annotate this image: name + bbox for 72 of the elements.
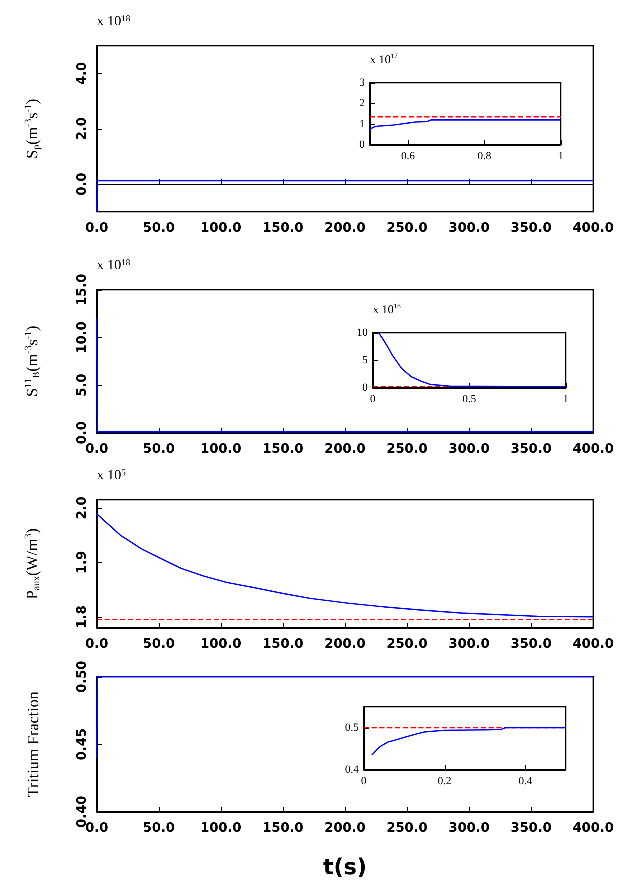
x-tick-label: 150.0	[262, 821, 304, 836]
x-tick-label: 0.5	[462, 394, 477, 406]
y-tick-label: 1	[360, 118, 365, 130]
y-tick-label: 0.45	[75, 728, 90, 761]
x-tick-label: 0.0	[85, 637, 109, 652]
y-axis-title: Sp(m-3s-1)	[24, 99, 42, 159]
y-tick-label: 10.0	[75, 322, 90, 354]
x-tick-label: 100.0	[200, 442, 242, 457]
line-series	[371, 727, 567, 756]
x-tick-label: 50.0	[143, 637, 176, 652]
x-tick-label: 100.0	[200, 821, 242, 836]
x-tick-label: 0.8	[478, 150, 492, 162]
x-tick-label: 0.2	[438, 776, 452, 788]
x-tick-label: 50.0	[143, 221, 176, 236]
y-tick-label: 0.50	[75, 660, 90, 694]
y-tick-label: 3	[360, 77, 366, 89]
x-tick-label: 350.0	[510, 442, 552, 457]
x-tick-label: 50.0	[143, 821, 176, 836]
x-tick-label: 350.0	[510, 637, 552, 652]
x-tick-label: 400.0	[572, 821, 614, 836]
x-tick-label: 250.0	[386, 821, 428, 836]
y-tick-label: 10	[357, 327, 368, 339]
y-tick-label: 1.9	[75, 551, 90, 574]
x-axis-title: t(s)	[323, 856, 368, 880]
line-series	[369, 120, 562, 130]
x-tick-label: 0	[370, 394, 376, 406]
x-tick-label: 0.6	[401, 150, 416, 162]
x-tick-label: 0.4	[518, 776, 533, 788]
x-tick-label: 300.0	[448, 221, 490, 236]
y-axis-title: Paux(W/m3)	[24, 528, 42, 600]
y-tick-label: 1.8	[75, 606, 90, 629]
x-tick-label: 150.0	[262, 221, 304, 236]
x-tick-label: 150.0	[262, 637, 304, 652]
y-tick-label: 2.0	[75, 117, 90, 141]
x-tick-label: 250.0	[386, 442, 428, 457]
x-tick-label: 200.0	[324, 442, 366, 457]
y-tick-label: 4.0	[75, 62, 90, 86]
x-tick-label: 400.0	[572, 442, 614, 457]
y-tick-label: 0.5	[345, 722, 360, 734]
x-tick-label: 1	[558, 150, 564, 162]
x-tick-label: 200.0	[324, 221, 366, 236]
x-tick-label: 350.0	[510, 221, 552, 236]
y-tick-label: 2	[360, 98, 365, 110]
x-tick-label: 200.0	[324, 821, 366, 836]
x-tick-label: 50.0	[143, 442, 176, 457]
line-series	[96, 514, 594, 618]
x-tick-label: 100.0	[200, 221, 242, 236]
x-tick-label: 300.0	[448, 637, 490, 652]
x-tick-label: 150.0	[262, 442, 304, 457]
y-tick-label: 5.0	[75, 374, 90, 397]
y-tick-label: 0	[362, 382, 368, 394]
y-tick-label: 0	[360, 139, 366, 151]
y-tick-label: 5	[362, 354, 368, 366]
line-series	[378, 332, 567, 388]
x-tick-label: 250.0	[386, 221, 428, 236]
x-tick-label: 100.0	[200, 637, 242, 652]
y-axis-title: Tritium Fraction	[26, 692, 42, 798]
x-tick-label: 300.0	[448, 821, 490, 836]
x-tick-label: 400.0	[572, 221, 614, 236]
x-tick-label: 200.0	[324, 637, 366, 652]
y-tick-label: 2.0	[75, 496, 90, 520]
x-tick-label: 250.0	[386, 637, 428, 652]
x-tick-label: 300.0	[448, 442, 490, 457]
y-tick-label: 0.0	[75, 172, 90, 196]
y-axis-title: S11B(m-3s-1)	[24, 326, 42, 398]
x-tick-label: 1	[563, 394, 569, 406]
x-tick-label: 0.0	[85, 221, 109, 236]
x-tick-label: 0.0	[85, 442, 109, 457]
x-tick-label: 400.0	[572, 637, 614, 652]
y-tick-label: 0.4	[345, 764, 360, 776]
x-tick-label: 350.0	[510, 821, 552, 836]
y-tick-label: 15.0	[75, 274, 90, 306]
